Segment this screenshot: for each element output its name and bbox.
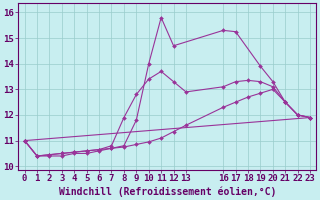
X-axis label: Windchill (Refroidissement éolien,°C): Windchill (Refroidissement éolien,°C) xyxy=(59,186,276,197)
